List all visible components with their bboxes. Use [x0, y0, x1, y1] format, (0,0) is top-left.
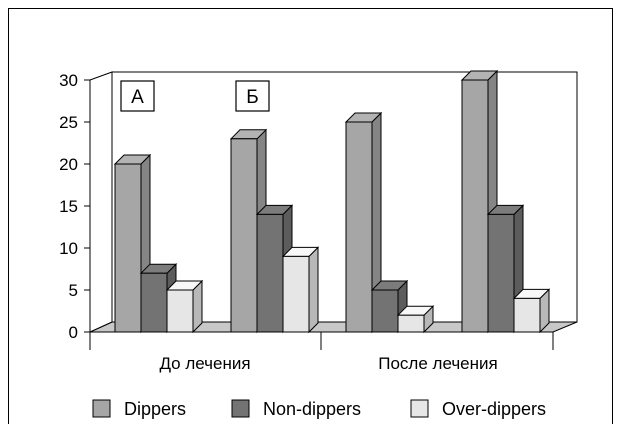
group-label: Б: [246, 87, 258, 108]
y-tick-label: 30: [59, 71, 78, 90]
legend-swatch: [410, 399, 429, 418]
bar-front: [397, 314, 425, 333]
side-wall: [89, 71, 113, 333]
category-label: После лечения: [378, 354, 497, 373]
y-tick-label: 15: [59, 197, 78, 216]
legend-item: Non-dippers: [231, 399, 361, 419]
group-box: [235, 80, 270, 112]
bar-front: [114, 163, 142, 333]
legend-label: Dippers: [124, 399, 186, 419]
bar-over-dippers-4: [512, 288, 551, 334]
bar-front: [371, 289, 399, 333]
bar-front: [166, 289, 194, 333]
y-tick-label: 0: [69, 323, 78, 342]
bar-side: [308, 246, 319, 334]
bar-front: [513, 297, 541, 333]
bar-front: [345, 121, 373, 333]
y-tick-label: 5: [69, 281, 78, 300]
legend-label: Over-dippers: [442, 399, 546, 419]
bar-over-dippers-3: [396, 304, 435, 334]
group-label-box: Б: [235, 80, 270, 112]
bar-front: [487, 213, 515, 333]
group-box: [120, 80, 155, 112]
y-tick-label: 20: [59, 155, 78, 174]
bar-front: [256, 213, 284, 333]
y-tick-label: 10: [59, 239, 78, 258]
legend-swatch: [231, 399, 250, 418]
legend-item: Dippers: [92, 399, 186, 419]
bar-front: [140, 272, 168, 333]
group-label: А: [131, 87, 144, 108]
bar-over-dippers-2: [281, 246, 320, 334]
bar-front: [461, 79, 489, 333]
group-label-box: А: [120, 80, 155, 112]
bar-dippers-3: [344, 111, 383, 334]
y-tick-label: 25: [59, 113, 78, 132]
legend-swatch: [92, 399, 111, 418]
legend-label: Non-dippers: [263, 399, 361, 419]
bar-over-dippers-1: [165, 279, 204, 334]
category-label: До лечения: [159, 354, 250, 373]
bar-front: [282, 255, 310, 333]
bar-front: [230, 138, 258, 333]
bar-non-dippers-3: [370, 279, 409, 334]
legend-item: Over-dippers: [410, 399, 546, 419]
